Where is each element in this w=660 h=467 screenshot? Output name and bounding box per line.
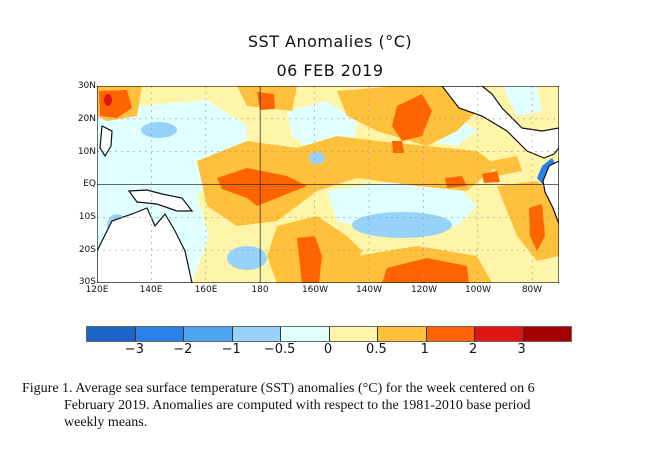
lat-label: 20S [78, 245, 96, 255]
lat-label: 30N [77, 81, 96, 91]
australia [97, 207, 193, 283]
lon-label: 140W [355, 285, 383, 295]
lat-label: EQ [83, 179, 96, 189]
colorbar-tick-label: 0.5 [366, 342, 387, 357]
colorbar-swatch [378, 327, 427, 341]
caption-line: February 2019. Anomalies are computed wi… [64, 398, 531, 413]
colorbar-swatch [232, 327, 281, 341]
colorbar-tick-label: 3 [517, 342, 526, 357]
colorbar [86, 326, 572, 342]
colorbar-swatch [475, 327, 524, 341]
colorbar-swatch [184, 327, 233, 341]
caption-line: weekly means. [64, 415, 148, 430]
colorbar-swatch [281, 327, 330, 341]
lat-label: 10N [77, 147, 96, 157]
land-masses [97, 86, 559, 283]
map-date: 06 FEB 2019 [276, 61, 384, 80]
colorbar-tick-label: 1 [420, 342, 429, 357]
colorbar-swatch [426, 327, 475, 341]
lon-label: 120W [410, 285, 438, 295]
colorbar-tick-label: 2 [469, 342, 478, 357]
colorbar-tick-label: −0.5 [263, 342, 296, 357]
colorbar-swatch [87, 327, 136, 341]
lat-label: 10S [78, 212, 96, 222]
lon-label: 120E [85, 285, 109, 295]
colorbar-swatch [523, 327, 571, 341]
lon-label: 140E [139, 285, 163, 295]
lat-label: 30S [78, 277, 96, 287]
colorbar-swatch [329, 327, 378, 341]
lon-label: 80W [521, 285, 543, 295]
sst-anomaly-map [97, 86, 559, 283]
colorbar-swatch [135, 327, 184, 341]
lon-label: 160W [301, 285, 329, 295]
colorbar-tick-label: −2 [173, 342, 193, 357]
new-guinea [127, 189, 194, 212]
north-central-america [441, 86, 559, 159]
south-america [542, 160, 559, 225]
colorbar-tick-label: 0 [323, 342, 333, 357]
lon-label: 180 [251, 285, 269, 295]
grid-lines [97, 86, 559, 283]
figure-caption: Figure 1. Average sea surface temperatur… [22, 380, 622, 431]
lat-label: 20N [77, 114, 96, 124]
colorbar-tick-label: −1 [221, 342, 241, 357]
map-title: SST Anomalies (°C) [247, 32, 413, 51]
lon-label: 100W [464, 285, 492, 295]
colorbar-tick-label: −3 [124, 342, 144, 357]
philippines [99, 125, 113, 158]
caption-line: Figure 1. Average sea surface temperatur… [22, 381, 535, 396]
anomaly-red-spot [104, 94, 112, 106]
lon-label: 160E [194, 285, 218, 295]
